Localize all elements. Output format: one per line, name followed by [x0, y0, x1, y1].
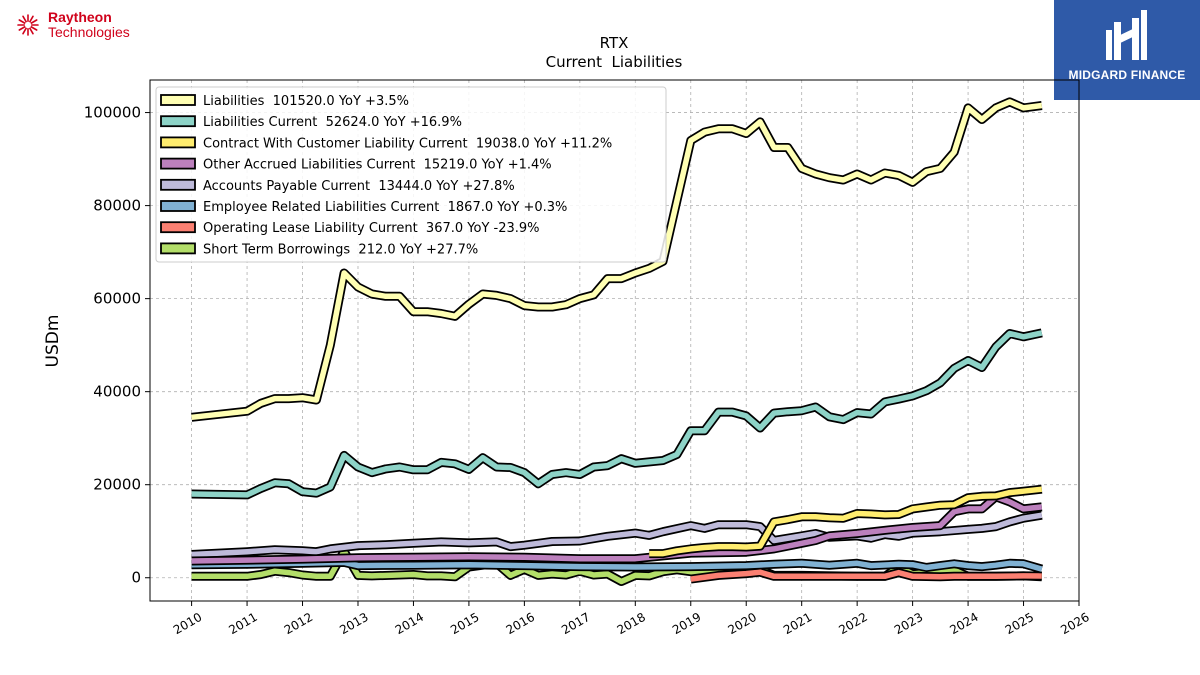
- legend-swatch: [160, 242, 196, 255]
- legend-swatch: [160, 221, 196, 234]
- legend: Liabilities 101520.0 YoY +3.5% Liabilitie…: [155, 86, 667, 263]
- x-tick-label: 2024: [947, 610, 980, 637]
- brand-name-line1: Raytheon: [48, 9, 112, 25]
- x-axis-ticks: 2010 2011 2012 2013 2014 2015 2016 2017 2018 2019…: [171, 601, 1092, 637]
- x-tick-label: 2012: [282, 610, 315, 637]
- x-tick-label: 2011: [226, 610, 259, 637]
- legend-swatch: [160, 115, 196, 128]
- y-tick-label: 100000: [84, 104, 141, 122]
- legend-label: Other Accrued Liabilities Current 15219.…: [203, 158, 552, 173]
- chart-subtitle: Current Liabilities: [546, 53, 683, 71]
- midgard-logo-icon: [1106, 10, 1147, 60]
- legend-label: Liabilities 101520.0 YoY +3.5%: [203, 94, 409, 109]
- x-tick-label: 2018: [615, 610, 648, 637]
- partner-name: MIDGARD FINANCE: [1068, 68, 1186, 82]
- legend-label: Accounts Payable Current 13444.0 YoY +27…: [203, 179, 515, 194]
- series-line: [649, 486, 1043, 557]
- x-tick-label: 2010: [171, 610, 204, 637]
- x-tick-label: 2026: [1058, 610, 1091, 637]
- x-tick-label: 2025: [1003, 610, 1036, 637]
- series-line: [191, 330, 1043, 498]
- y-tick-label: 60000: [93, 290, 141, 308]
- y-axis-label: USDm: [43, 315, 63, 368]
- series-lines: [191, 97, 1044, 586]
- x-tick-label: 2013: [337, 610, 370, 637]
- legend-swatch: [160, 94, 196, 106]
- sunburst-logo-icon: [17, 14, 39, 36]
- series-line-outline: [191, 328, 1043, 500]
- series-line: [191, 494, 1043, 564]
- series-line: [690, 569, 1042, 582]
- legend-swatch: [160, 157, 196, 170]
- x-tick-label: 2014: [393, 610, 426, 637]
- series-line: [191, 512, 1043, 558]
- legend-swatch: [160, 178, 196, 191]
- y-axis-ticks: 0 20000 40000 60000 80000 100000: [84, 104, 150, 587]
- series-line: [191, 99, 1043, 421]
- plot-frame: [149, 79, 1080, 602]
- y-tick-label: 40000: [93, 383, 141, 401]
- y-tick-label: 80000: [93, 197, 141, 215]
- chart-title: RTX: [600, 34, 629, 52]
- legend-label: Operating Lease Liability Current 367.0 …: [203, 221, 540, 236]
- x-tick-label: 2015: [448, 610, 481, 637]
- y-tick-label: 20000: [93, 476, 141, 494]
- legend-box: [155, 86, 667, 263]
- legend-label: Short Term Borrowings 212.0 YoY +27.7%: [203, 242, 478, 257]
- legend-label: Contract With Customer Liability Current…: [203, 136, 612, 151]
- legend-label: Employee Related Liabilities Current 186…: [203, 200, 567, 215]
- x-tick-label: 2019: [670, 610, 703, 637]
- brand-name-line2: Technologies: [48, 24, 130, 40]
- x-tick-label: 2020: [725, 610, 758, 637]
- x-tick-label: 2017: [559, 610, 592, 637]
- legend-swatch: [160, 136, 196, 149]
- legend-label: Liabilities Current 52624.0 YoY +16.9%: [203, 115, 462, 130]
- series-line: [191, 559, 1043, 572]
- y-tick-label: 0: [131, 569, 141, 587]
- legend-swatch: [160, 200, 196, 212]
- partner-logo: MIDGARD FINANCE: [1054, 0, 1200, 100]
- x-tick-label: 2022: [836, 610, 869, 637]
- x-tick-label: 2023: [892, 610, 925, 637]
- x-tick-label: 2021: [781, 610, 814, 637]
- company-logo: Raytheon Technologies: [14, 10, 130, 40]
- x-tick-label: 2016: [504, 610, 537, 637]
